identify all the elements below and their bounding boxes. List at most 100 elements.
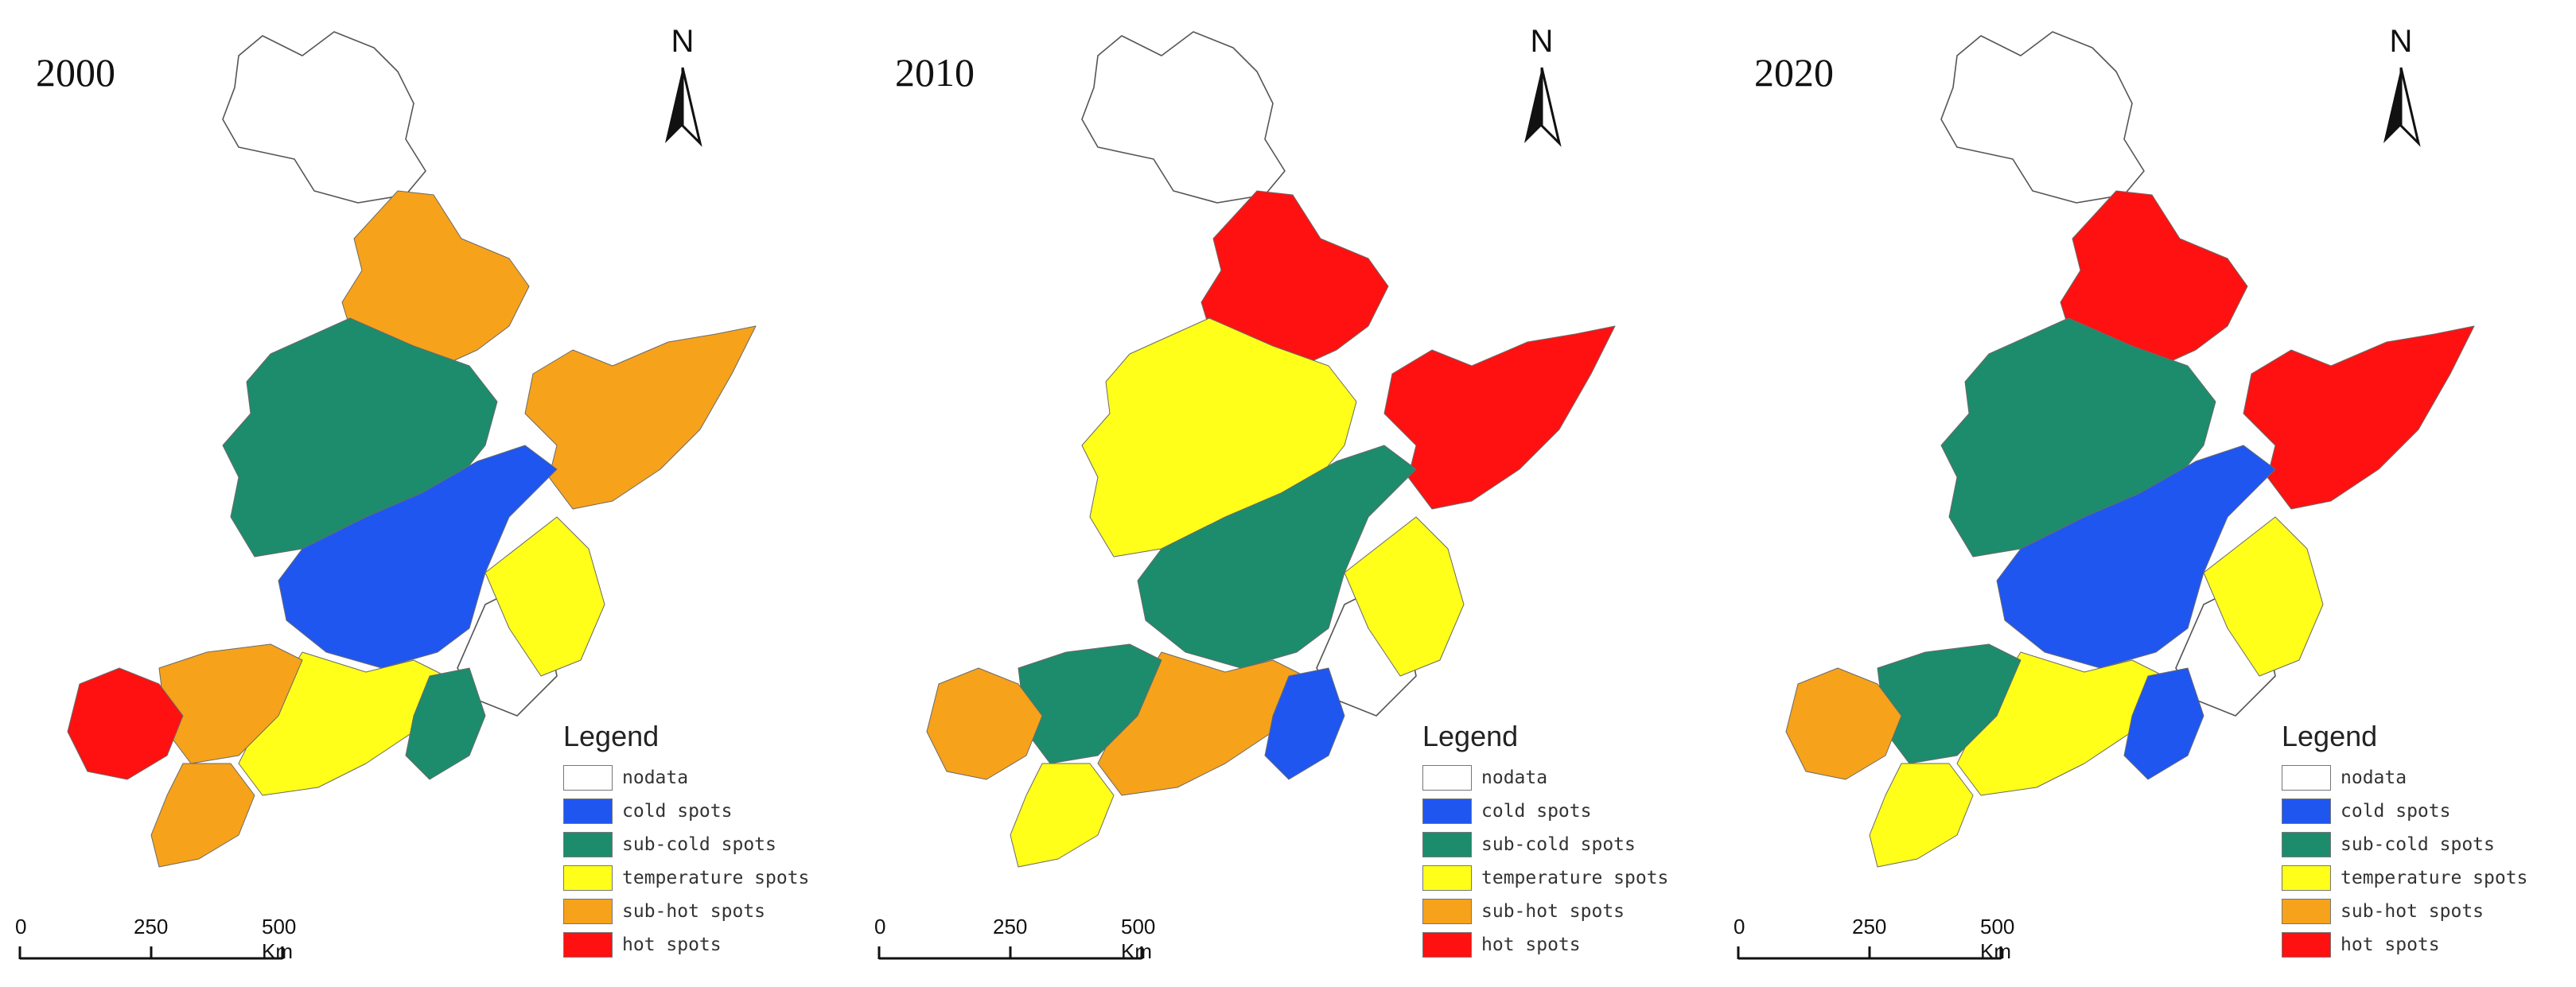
legend: Legend nodata cold spots sub-cold spots temp… <box>2282 720 2552 962</box>
north-label: N <box>2389 24 2413 59</box>
legend-title: Legend <box>1422 720 1519 752</box>
legend-label: temperature spots <box>622 868 810 888</box>
legend-label: hot spots <box>2341 935 2440 955</box>
region-peninsula <box>150 763 255 868</box>
legend-swatch <box>1422 832 1472 857</box>
legend-item: sub-hot spots <box>1422 895 1693 928</box>
scale-tick-label: 0 <box>1734 915 1745 938</box>
region-nodata-north <box>222 31 426 204</box>
legend-swatch <box>1422 932 1472 958</box>
north-arrow-icon: N <box>1510 24 1574 159</box>
region-far-southwest <box>926 667 1043 780</box>
legend-swatch <box>563 832 613 857</box>
north-label: N <box>671 24 695 59</box>
legend-label: sub-cold spots <box>2341 834 2495 855</box>
legend-item: sub-cold spots <box>2282 828 2552 861</box>
legend-swatch <box>2282 865 2331 891</box>
region-far-southwest <box>1785 667 1902 780</box>
map-panel-2010: 2010 N Legend nodata cold spots sub-cold spot… <box>859 0 1718 987</box>
scale-bar: 0 250 500 Km <box>1734 915 2021 978</box>
legend-item: nodata <box>563 761 834 795</box>
north-arrow-icon: N <box>651 24 714 159</box>
scale-bar-line <box>18 946 284 960</box>
legend-label: nodata <box>1481 767 1548 788</box>
region-northeast <box>1383 325 1616 510</box>
scale-tick-label: 250 <box>993 915 1028 938</box>
legend-swatch <box>563 899 613 924</box>
legend-item: cold spots <box>2282 795 2552 828</box>
legend-swatch <box>1422 765 1472 791</box>
region-map <box>926 31 1616 868</box>
legend-swatch <box>563 765 613 791</box>
legend-label: sub-cold spots <box>622 834 776 855</box>
region-map <box>1785 31 2475 868</box>
year-label: 2010 <box>895 50 975 95</box>
region-far-southwest <box>67 667 184 780</box>
legend-label: cold spots <box>1481 801 1592 822</box>
region-nodata-north <box>1940 31 2145 204</box>
legend-swatch <box>563 932 613 958</box>
legend-swatch <box>1422 899 1472 924</box>
legend-item: nodata <box>1422 761 1693 795</box>
legend-title: Legend <box>2282 720 2378 752</box>
region-north <box>2060 190 2248 375</box>
scale-tick-label: 500 Km <box>262 915 297 963</box>
region-east <box>1344 516 1465 677</box>
region-southeast <box>405 667 486 780</box>
legend-item: nodata <box>2282 761 2552 795</box>
scale-tick-label: 0 <box>15 915 27 938</box>
region-southwest <box>1018 643 1162 764</box>
legend-swatch <box>2282 899 2331 924</box>
legend-label: cold spots <box>2341 801 2451 822</box>
region-southeast <box>2123 667 2204 780</box>
region-peninsula <box>1010 763 1115 868</box>
legend-item: hot spots <box>563 928 834 962</box>
legend-item: sub-hot spots <box>2282 895 2552 928</box>
legend: Legend nodata cold spots sub-cold spots temp… <box>563 720 834 962</box>
legend-item: hot spots <box>2282 928 2552 962</box>
legend-label: temperature spots <box>1481 868 1669 888</box>
region-nodata-north <box>1081 31 1286 204</box>
region-east <box>484 516 605 677</box>
region-northeast <box>524 325 757 510</box>
year-label: 2000 <box>36 50 115 95</box>
legend-title: Legend <box>563 720 660 752</box>
scale-bar: 0 250 500 Km <box>15 915 302 978</box>
region-east <box>2203 516 2324 677</box>
legend-swatch <box>1422 865 1472 891</box>
scale-bar-line <box>1737 946 2002 960</box>
scale-tick-label: 500 Km <box>1980 915 2015 963</box>
legend-item: sub-cold spots <box>563 828 834 861</box>
legend-swatch <box>2282 832 2331 857</box>
north-label: N <box>1530 24 1554 59</box>
legend-label: sub-cold spots <box>1481 834 1636 855</box>
legend-label: sub-hot spots <box>1481 901 1625 922</box>
region-map <box>67 31 757 868</box>
legend-swatch <box>1422 799 1472 824</box>
legend-item: temperature spots <box>1422 861 1693 895</box>
arrow-icon <box>1524 67 1562 147</box>
map-panel-2020: 2020 N Legend nodata cold spots sub-cold spot… <box>1718 0 2576 987</box>
scale-tick-label: 250 <box>1852 915 1887 938</box>
scale-tick-label: 250 <box>134 915 169 938</box>
region-northeast <box>2243 325 2475 510</box>
legend-item: sub-hot spots <box>563 895 834 928</box>
legend-item: cold spots <box>563 795 834 828</box>
legend-label: hot spots <box>622 935 722 955</box>
legend-label: sub-hot spots <box>2341 901 2485 922</box>
legend-item: cold spots <box>1422 795 1693 828</box>
legend-swatch <box>563 865 613 891</box>
legend-swatch <box>2282 765 2331 791</box>
region-southeast <box>1264 667 1345 780</box>
region-north <box>1200 190 1389 375</box>
legend-item: hot spots <box>1422 928 1693 962</box>
arrow-icon <box>665 67 702 147</box>
legend-item: temperature spots <box>563 861 834 895</box>
region-peninsula <box>1869 763 1974 868</box>
legend-item: temperature spots <box>2282 861 2552 895</box>
region-north <box>341 190 530 375</box>
legend-label: cold spots <box>622 801 733 822</box>
legend: Legend nodata cold spots sub-cold spots temp… <box>1422 720 1693 962</box>
legend-swatch <box>563 799 613 824</box>
year-label: 2020 <box>1754 50 1834 95</box>
